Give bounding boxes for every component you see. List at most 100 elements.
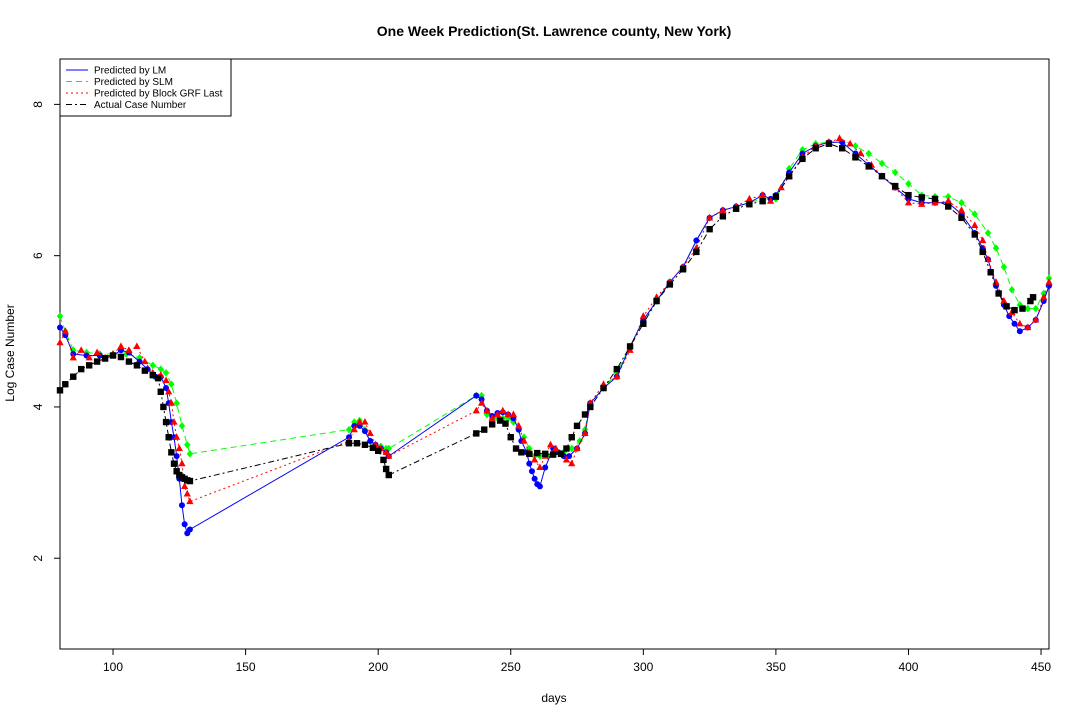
- legend-entry-label: Predicted by LM: [94, 66, 166, 77]
- data-point: [472, 406, 480, 414]
- data-point: [1040, 293, 1048, 300]
- data-point: [168, 449, 175, 456]
- data-point: [1032, 315, 1040, 323]
- data-point: [382, 448, 390, 455]
- data-point: [799, 155, 806, 163]
- data-point: [1019, 305, 1026, 312]
- chart-title: One Week Prediction(St. Lawrence county,…: [377, 23, 732, 39]
- data-point: [181, 521, 188, 528]
- data-point: [385, 471, 392, 479]
- legend-box: [59, 58, 232, 117]
- data-point: [785, 164, 793, 173]
- data-point: [157, 365, 164, 373]
- legend-entry-label: Predicted by Block GRF Last: [94, 89, 223, 100]
- data-point: [149, 371, 157, 379]
- data-point: [117, 353, 125, 361]
- data-point: [918, 194, 925, 201]
- data-point: [835, 134, 844, 142]
- data-point: [958, 214, 965, 222]
- x-tick-label: 150: [236, 660, 256, 674]
- data-point: [766, 197, 775, 204]
- data-point: [957, 206, 966, 213]
- data-point: [979, 248, 986, 256]
- data-point: [693, 237, 700, 244]
- x-tick-label: 250: [501, 660, 521, 674]
- data-point: [526, 450, 533, 458]
- data-point: [473, 430, 480, 437]
- data-point: [979, 236, 987, 244]
- data-point: [168, 380, 175, 389]
- data-point: [892, 168, 899, 177]
- data-point: [568, 459, 576, 467]
- data-point: [904, 198, 913, 206]
- data-point: [1024, 304, 1031, 313]
- series-line: [59, 141, 1050, 535]
- data-point: [846, 139, 854, 147]
- data-point: [473, 392, 480, 399]
- data-point: [385, 452, 393, 459]
- data-point: [361, 428, 368, 435]
- data-point: [93, 348, 101, 356]
- data-point: [531, 475, 538, 482]
- data-point: [892, 182, 899, 190]
- data-point: [133, 362, 141, 369]
- data-point: [154, 375, 162, 382]
- data-point: [165, 387, 173, 395]
- data-point: [772, 193, 780, 200]
- data-point: [706, 213, 714, 221]
- data-point: [496, 417, 504, 424]
- data-point: [504, 410, 512, 418]
- data-point: [568, 434, 575, 441]
- data-point: [178, 459, 186, 467]
- data-point: [640, 320, 647, 327]
- data-point: [125, 346, 133, 353]
- data-point: [984, 229, 992, 237]
- data-point: [162, 369, 170, 377]
- data-point: [85, 353, 93, 361]
- data-point: [852, 154, 859, 161]
- data-point: [369, 444, 377, 451]
- data-point: [666, 281, 674, 288]
- data-point: [186, 526, 193, 533]
- data-point: [1032, 304, 1039, 313]
- data-point: [1016, 328, 1023, 335]
- data-point: [562, 455, 571, 463]
- data-point: [1011, 320, 1018, 327]
- data-point: [170, 418, 178, 425]
- data-point: [62, 381, 69, 388]
- data-point: [380, 456, 387, 464]
- series-layer: [56, 134, 1053, 537]
- data-point: [1024, 323, 1032, 331]
- data-point: [175, 444, 183, 452]
- data-point: [918, 200, 926, 207]
- data-point: [356, 418, 364, 425]
- data-point: [945, 192, 952, 201]
- data-point: [488, 421, 496, 428]
- data-point: [160, 403, 167, 411]
- data-point: [345, 425, 353, 434]
- data-point: [944, 197, 952, 204]
- data-point: [746, 201, 753, 208]
- data-point: [162, 376, 170, 384]
- data-point: [576, 437, 583, 445]
- data-point: [759, 198, 766, 205]
- data-point: [573, 444, 581, 452]
- data-point: [141, 367, 149, 374]
- data-point: [945, 203, 952, 210]
- data-point: [366, 429, 374, 437]
- data-point: [78, 365, 85, 373]
- data-point: [109, 352, 117, 359]
- data-point: [865, 149, 872, 158]
- data-point: [971, 221, 979, 229]
- data-point: [183, 489, 191, 497]
- data-point: [61, 327, 69, 334]
- data-point: [1003, 303, 1010, 310]
- data-point: [600, 384, 607, 392]
- data-point: [995, 290, 1002, 297]
- data-point: [1000, 297, 1008, 304]
- data-point: [178, 422, 186, 430]
- data-point: [85, 362, 93, 369]
- plot-frame: [59, 58, 1050, 650]
- data-point: [56, 312, 64, 320]
- data-point: [542, 464, 549, 471]
